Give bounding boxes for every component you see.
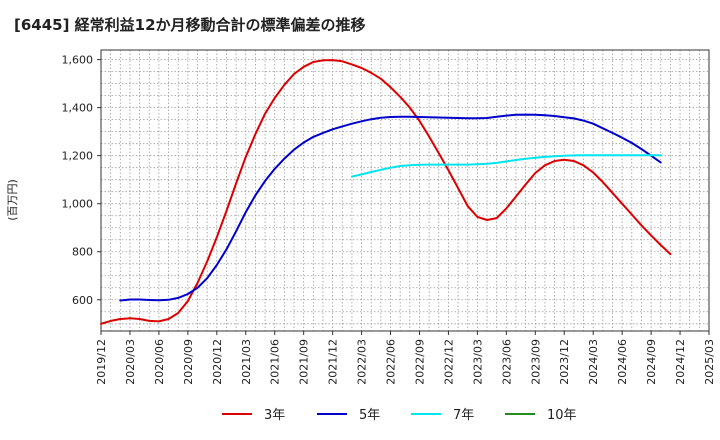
x-tick-label: 2022/06 bbox=[385, 339, 398, 385]
x-tick-label: 2024/09 bbox=[645, 339, 658, 385]
y-tick-label: 1,000 bbox=[62, 198, 94, 211]
plot-area bbox=[101, 50, 709, 331]
x-tick-label: 2021/09 bbox=[298, 339, 311, 385]
x-tick-label: 2024/03 bbox=[587, 339, 600, 385]
x-tick-label: 2020/12 bbox=[211, 339, 224, 385]
x-tick-label: 2021/03 bbox=[240, 339, 253, 385]
x-tick-label: 2024/06 bbox=[616, 339, 629, 385]
x-tick-label: 2021/06 bbox=[269, 339, 282, 385]
series-line-1 bbox=[100, 59, 672, 325]
x-tick-label: 2023/06 bbox=[500, 339, 513, 385]
x-tick-label: 2023/09 bbox=[529, 339, 542, 385]
x-tick-label: 2020/09 bbox=[182, 339, 195, 385]
series-line-2 bbox=[119, 113, 662, 302]
legend: 3年 5年 7年 10年 bbox=[222, 408, 577, 423]
legend-label-3: 7年 bbox=[453, 408, 474, 423]
y-tick-label: 800 bbox=[72, 246, 93, 259]
series-line-3 bbox=[350, 154, 662, 178]
x-tick-label: 2023/12 bbox=[558, 339, 571, 385]
x-tick-label: 2020/03 bbox=[124, 339, 137, 385]
tick-labels: 600 800 1,000 1,200 1,400 1,600 2019/12 2020/03… bbox=[62, 54, 717, 385]
x-tick-label: 2021/12 bbox=[327, 339, 340, 385]
plot-frame bbox=[100, 49, 710, 332]
x-tick-label: 2023/03 bbox=[471, 339, 484, 385]
x-tick-label: 2022/09 bbox=[413, 339, 426, 385]
series-lines bbox=[100, 59, 672, 325]
chart-title: [6445] 経常利益12か月移動合計の標準偏差の推移 bbox=[14, 16, 366, 34]
x-tick-label: 2022/03 bbox=[356, 339, 369, 385]
legend-label-1: 3年 bbox=[264, 408, 285, 423]
y-tick-label: 1,600 bbox=[62, 54, 94, 67]
y-tick-label: 1,200 bbox=[62, 150, 94, 163]
y-tick-label: 1,400 bbox=[62, 102, 94, 115]
grid bbox=[100, 50, 710, 331]
axes bbox=[97, 49, 710, 335]
legend-label-4: 10年 bbox=[547, 408, 577, 423]
x-tick-label: 2024/12 bbox=[674, 339, 687, 385]
y-axis-label: (百万円) bbox=[6, 179, 19, 221]
x-tick-label: 2025/03 bbox=[703, 339, 716, 385]
x-tick-label: 2022/12 bbox=[442, 339, 455, 385]
x-tick-label: 2019/12 bbox=[95, 339, 108, 385]
x-tick-label: 2020/06 bbox=[153, 339, 166, 385]
legend-label-2: 5年 bbox=[359, 408, 380, 423]
y-tick-label: 600 bbox=[72, 294, 93, 307]
